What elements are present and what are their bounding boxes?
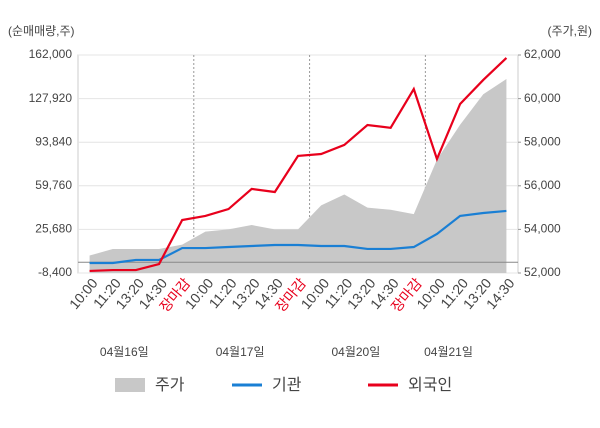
y2-axis-label: (주가,원) — [548, 24, 592, 38]
y-axis-label: (순매매량,주) — [8, 24, 75, 38]
y-tick-label: 127,920 — [29, 91, 73, 105]
y2-tick-label: 52,000 — [524, 265, 561, 279]
series-line — [89, 209, 507, 265]
date-label: 04월17일 — [216, 345, 265, 359]
y-tick-label: -8,400 — [38, 265, 72, 279]
y-tick-label: 162,000 — [29, 47, 73, 61]
date-label: 04월20일 — [332, 345, 381, 359]
y-tick-label: 59,760 — [35, 178, 72, 192]
y2-tick-label: 56,000 — [524, 178, 561, 192]
series-line — [89, 57, 508, 273]
y-tick-label: 25,680 — [35, 222, 72, 236]
y2-tick-label: 60,000 — [524, 91, 561, 105]
y2-tick-label: 58,000 — [524, 134, 561, 148]
legend-label: 기관 — [272, 376, 302, 394]
legend-swatch — [115, 378, 145, 392]
legend-label: 외국인 — [408, 376, 452, 394]
price-area — [89, 78, 507, 273]
y2-tick-label: 54,000 — [524, 222, 561, 236]
y-tick-label: 93,840 — [35, 134, 72, 148]
y2-tick-label: 62,000 — [524, 47, 561, 61]
date-label: 04월21일 — [424, 345, 473, 359]
legend-label: 주가 — [155, 376, 185, 394]
date-label: 04월16일 — [100, 345, 149, 359]
